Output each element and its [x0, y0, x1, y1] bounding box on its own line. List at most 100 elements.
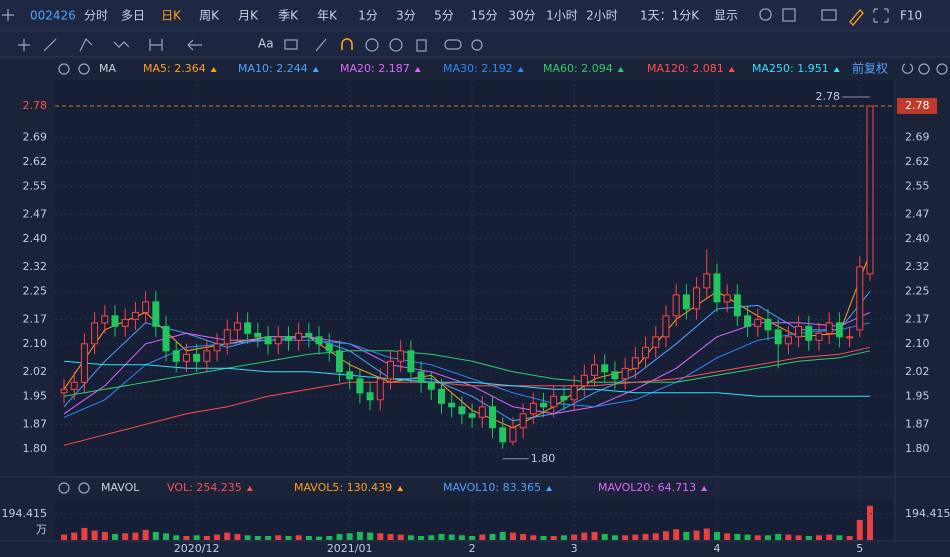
candle-body: [213, 343, 221, 352]
y-tick-label: 2.32: [23, 260, 48, 273]
volume-bar: [142, 529, 149, 540]
volume-panel: [55, 500, 895, 541]
ma-line: [63, 360, 870, 397]
period-tab[interactable]: 1分: [358, 9, 378, 23]
y-tick-label-right: 1.87: [905, 417, 930, 430]
y-tick-label: 2.17: [23, 312, 48, 325]
volume-bar: [122, 533, 129, 540]
candle-body: [264, 336, 272, 345]
settings-icon[interactable]: [759, 8, 772, 21]
candle-body: [856, 266, 864, 331]
volume-legend: MAVOL20: 64.713: [598, 481, 696, 494]
vol-settings[interactable]: [58, 482, 70, 494]
wave-tool[interactable]: [113, 41, 130, 48]
ma-settings[interactable]: [58, 63, 70, 75]
candle-body: [182, 353, 190, 362]
draw-settings[interactable]: [471, 39, 483, 51]
candle-body: [325, 343, 333, 352]
period-tab[interactable]: 5分: [434, 9, 454, 23]
y-tick-label: 1.95: [23, 389, 48, 402]
volume-bar: [336, 533, 343, 540]
candle-body: [784, 336, 792, 345]
candle-body: [274, 336, 282, 345]
vol-close[interactable]: [78, 482, 90, 494]
volume-bar: [407, 535, 414, 540]
reset-icon[interactable]: [901, 63, 914, 74]
link-tool[interactable]: [444, 39, 462, 50]
fullscreen-icon[interactable]: [873, 8, 889, 23]
display-menu[interactable]: 显示: [714, 9, 738, 23]
volume-bar: [71, 532, 78, 540]
period-tab[interactable]: 2小时: [586, 9, 618, 23]
period-tab[interactable]: 季K: [278, 9, 299, 23]
ray-tool[interactable]: [79, 37, 93, 52]
zoom-in[interactable]: [936, 63, 948, 75]
comment-tool[interactable]: [284, 39, 298, 50]
y-tick-label: 2.62: [23, 155, 48, 168]
y-tick-label-right: 2.32: [905, 260, 930, 273]
volume-bar: [754, 535, 761, 540]
candle-body: [519, 413, 527, 429]
candle-body: [713, 273, 721, 303]
text-tool[interactable]: Aa: [258, 37, 274, 51]
adjust-button[interactable]: 前复权: [852, 61, 888, 76]
volume-bar: [112, 533, 119, 540]
candle-body: [376, 378, 384, 401]
period-tab[interactable]: 3分: [396, 9, 416, 23]
period-tab[interactable]: 15分: [470, 9, 497, 23]
move-tool[interactable]: [18, 39, 30, 51]
y-tick-label: 2.02: [23, 365, 48, 378]
period-tab[interactable]: 月K: [238, 9, 259, 23]
y-tick-label: 1.87: [23, 417, 48, 430]
interval-select[interactable]: 1天：1分K: [640, 9, 700, 23]
period-tab[interactable]: 30分: [508, 9, 535, 23]
pen-icon[interactable]: [849, 9, 864, 26]
volume-bar: [826, 534, 833, 540]
volume-bar: [867, 505, 873, 540]
x-tick-label: 2021/01: [327, 542, 373, 555]
lock-tool[interactable]: [365, 38, 379, 52]
candle-body: [478, 406, 486, 418]
y-tick-label-right: 2.17: [905, 312, 930, 325]
indicator-name[interactable]: MA: [99, 62, 116, 75]
volume-tick-label-right: 194.415: [905, 507, 950, 520]
candle-body: [744, 315, 752, 327]
period-tab[interactable]: 年K: [317, 9, 338, 23]
delete-tool[interactable]: [416, 39, 427, 52]
candle-body: [631, 357, 639, 369]
candle-body: [825, 322, 833, 334]
candle-body: [295, 332, 303, 341]
volume-indicator-name[interactable]: MAVOL: [101, 481, 140, 494]
x-tick-label: 5: [856, 542, 863, 555]
arrow-tool[interactable]: [187, 39, 202, 51]
y-tick-label-right: 2.40: [905, 232, 930, 245]
symbol[interactable]: 002426: [30, 9, 76, 23]
ruler-tool[interactable]: [315, 38, 327, 52]
period-tab[interactable]: 分时: [84, 9, 108, 23]
x-tick-label: 2: [469, 542, 476, 555]
f10-button[interactable]: F10: [900, 9, 922, 23]
camera-icon[interactable]: [821, 9, 837, 21]
candle-body: [70, 381, 78, 390]
ma-legend: MA20: 2.187: [340, 62, 410, 75]
period-tab[interactable]: 1小时: [546, 9, 578, 23]
zoom-out[interactable]: [918, 63, 930, 75]
y-tick-label: 2.69: [23, 130, 48, 143]
period-tab[interactable]: 日K: [161, 9, 182, 23]
hide-tool[interactable]: [389, 38, 403, 52]
candle-body: [529, 402, 537, 415]
line-tool[interactable]: [43, 38, 57, 52]
period-tab[interactable]: 多日: [121, 9, 145, 23]
candle-body: [223, 329, 231, 345]
magnet-tool[interactable]: [341, 38, 353, 50]
period-tab[interactable]: 周K: [199, 9, 220, 23]
ma-line: [63, 322, 871, 418]
candle-body: [397, 350, 405, 362]
candle-body: [152, 301, 160, 327]
y-tick-label: 2.55: [23, 179, 48, 192]
ma-close[interactable]: [78, 63, 90, 75]
candle-body: [611, 371, 619, 380]
volume-bar: [632, 534, 639, 540]
checkbox-icon[interactable]: [782, 8, 796, 22]
gann-tool[interactable]: [149, 39, 163, 51]
